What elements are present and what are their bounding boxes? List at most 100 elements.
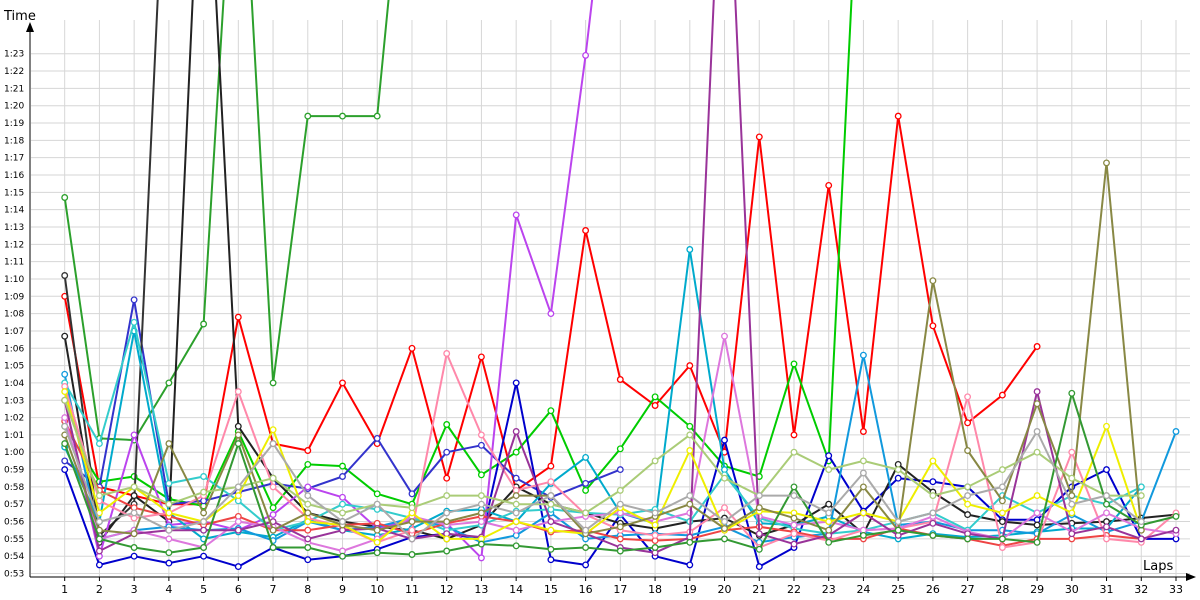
data-point[interactable] — [95, 440, 103, 448]
data-point[interactable] — [130, 431, 138, 439]
data-point[interactable] — [373, 549, 381, 557]
data-point[interactable] — [61, 194, 69, 201]
data-point[interactable] — [964, 483, 972, 491]
data-point[interactable] — [443, 492, 451, 500]
data-point[interactable] — [477, 509, 485, 517]
data-point[interactable] — [165, 479, 173, 487]
data-point[interactable] — [721, 525, 728, 532]
data-point[interactable] — [408, 344, 416, 352]
data-point[interactable] — [512, 526, 520, 534]
data-point[interactable] — [234, 492, 242, 500]
data-point[interactable] — [1033, 388, 1041, 396]
data-point[interactable] — [234, 526, 242, 534]
data-point[interactable] — [894, 112, 902, 120]
data-point[interactable] — [582, 509, 590, 517]
data-point[interactable] — [269, 426, 277, 434]
data-point[interactable] — [825, 181, 833, 189]
data-point[interactable] — [443, 509, 451, 517]
data-point[interactable] — [373, 500, 381, 508]
data-point[interactable] — [582, 561, 590, 569]
data-point[interactable] — [929, 509, 937, 517]
data-point[interactable] — [1103, 500, 1110, 508]
data-point[interactable] — [686, 538, 694, 546]
data-point[interactable] — [269, 544, 277, 551]
data-point[interactable] — [964, 492, 972, 500]
data-point[interactable] — [1068, 500, 1076, 508]
data-point[interactable] — [443, 535, 451, 543]
data-point[interactable] — [130, 530, 138, 538]
data-point[interactable] — [339, 112, 346, 120]
data-point[interactable] — [61, 457, 69, 465]
data-point[interactable] — [790, 540, 798, 548]
data-point[interactable] — [582, 486, 590, 494]
data-point[interactable] — [95, 492, 103, 500]
data-point[interactable] — [130, 483, 138, 491]
data-point[interactable] — [582, 453, 590, 461]
data-point[interactable] — [547, 545, 555, 553]
data-point[interactable] — [547, 407, 555, 415]
data-point[interactable] — [165, 559, 173, 567]
data-point[interactable] — [512, 542, 520, 550]
data-point[interactable] — [234, 431, 242, 439]
data-point[interactable] — [234, 483, 242, 491]
data-point[interactable] — [755, 545, 763, 553]
data-point[interactable] — [1068, 389, 1076, 397]
data-point[interactable] — [1103, 466, 1110, 474]
data-point[interactable] — [1033, 400, 1041, 408]
data-point[interactable] — [477, 492, 485, 500]
data-point[interactable] — [339, 509, 346, 517]
data-point[interactable] — [443, 448, 451, 456]
data-point[interactable] — [547, 462, 555, 470]
data-point[interactable] — [547, 478, 555, 486]
data-point[interactable] — [894, 466, 902, 474]
data-point[interactable] — [165, 440, 173, 448]
data-point[interactable] — [721, 535, 728, 543]
data-point[interactable] — [790, 448, 798, 456]
data-point[interactable] — [859, 469, 867, 477]
data-point[interactable] — [339, 462, 346, 470]
data-point[interactable] — [165, 526, 173, 534]
data-point[interactable] — [339, 473, 346, 480]
data-point[interactable] — [998, 466, 1006, 474]
data-point[interactable] — [234, 388, 242, 396]
data-point[interactable] — [1033, 448, 1041, 456]
data-point[interactable] — [304, 535, 312, 543]
data-point[interactable] — [1103, 509, 1110, 517]
data-point[interactable] — [894, 526, 902, 534]
data-point[interactable] — [443, 547, 451, 555]
data-point[interactable] — [408, 504, 416, 512]
data-point[interactable] — [304, 544, 312, 551]
data-point[interactable] — [1103, 535, 1110, 543]
data-point[interactable] — [130, 296, 138, 304]
data-point[interactable] — [304, 460, 312, 468]
data-point[interactable] — [547, 492, 555, 500]
data-point[interactable] — [825, 518, 833, 526]
data-point[interactable] — [1137, 535, 1145, 543]
data-point[interactable] — [304, 556, 312, 564]
data-point[interactable] — [651, 457, 659, 465]
data-point[interactable] — [304, 112, 312, 120]
data-point[interactable] — [200, 518, 208, 526]
data-point[interactable] — [755, 133, 763, 141]
data-point[interactable] — [686, 561, 694, 569]
data-point[interactable] — [234, 440, 242, 448]
data-point[interactable] — [686, 431, 694, 439]
data-point[interactable] — [616, 486, 624, 494]
data-point[interactable] — [304, 447, 312, 454]
data-point[interactable] — [165, 500, 173, 508]
data-point[interactable] — [269, 474, 277, 482]
data-point[interactable] — [1033, 492, 1041, 500]
data-point[interactable] — [339, 552, 346, 560]
data-point[interactable] — [61, 414, 69, 422]
data-point[interactable] — [825, 466, 833, 474]
data-point[interactable] — [339, 493, 346, 501]
data-point[interactable] — [512, 211, 520, 219]
data-point[interactable] — [1172, 526, 1180, 534]
data-point[interactable] — [61, 440, 69, 448]
data-point[interactable] — [964, 500, 972, 508]
data-point[interactable] — [200, 526, 208, 534]
data-point[interactable] — [894, 518, 902, 526]
data-point[interactable] — [304, 509, 312, 517]
data-point[interactable] — [616, 376, 624, 383]
data-point[interactable] — [825, 509, 833, 517]
